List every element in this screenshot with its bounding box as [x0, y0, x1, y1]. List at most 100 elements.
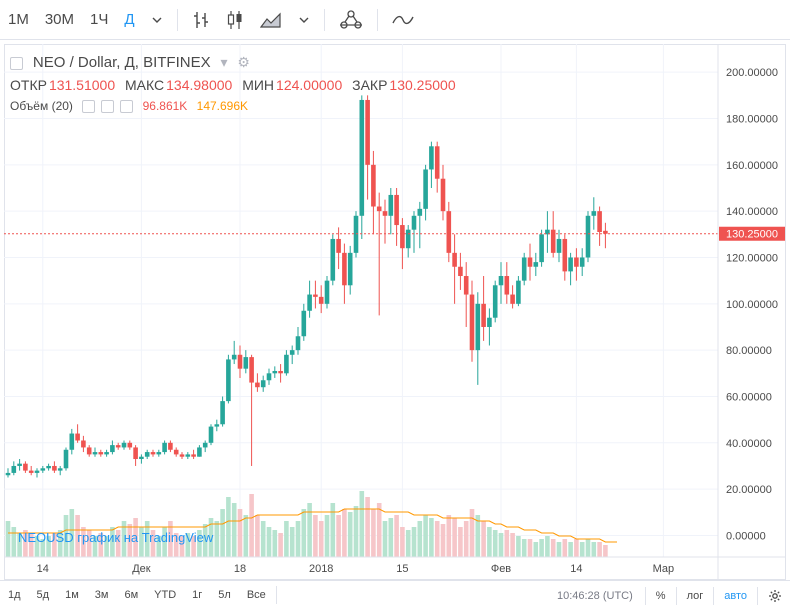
candle-body	[411, 215, 417, 230]
price-tick-label: 60.00000	[726, 391, 772, 403]
volume-bar	[411, 527, 417, 557]
volume-bar	[458, 527, 463, 557]
candle-body	[539, 234, 544, 263]
clock-time: 10:46:28 (UTC)	[556, 589, 633, 602]
auto-scale-button[interactable]: авто	[724, 589, 747, 602]
candle-body	[133, 447, 138, 460]
candle-body	[301, 310, 307, 337]
candle-body	[562, 238, 568, 272]
bottom-divider	[675, 586, 677, 605]
volume-bar	[481, 521, 486, 557]
candle-body	[220, 401, 225, 425]
time-tick-label: 2018	[309, 563, 333, 575]
range-1m-button[interactable]: 1м	[65, 589, 79, 601]
candle-body	[11, 465, 17, 473]
volume-bar	[521, 539, 527, 557]
volume-bar	[139, 527, 144, 557]
interval-1m-button[interactable]: 1М	[8, 11, 29, 28]
range-5y-button[interactable]: 5л	[218, 589, 231, 601]
tradingview-watermark[interactable]: NEOUSD график на TradingView	[18, 530, 214, 545]
range-5d-button[interactable]: 5д	[36, 589, 50, 601]
last-price-label: 130.25000	[726, 229, 778, 241]
volume-bar	[69, 509, 75, 557]
chart-style-chevron-icon[interactable]	[290, 0, 318, 40]
candle-body	[255, 382, 260, 388]
volume-visibility-icon[interactable]	[82, 100, 96, 114]
symbol-settings-icon[interactable]: ⚙	[237, 54, 250, 70]
volume-remove-icon[interactable]	[120, 100, 134, 114]
volume-bar	[376, 503, 382, 557]
volume-bar	[23, 530, 28, 557]
area-style-icon[interactable]	[252, 0, 290, 40]
candle-body	[104, 452, 109, 455]
volume-bar	[382, 521, 388, 557]
bars-style-icon[interactable]	[184, 0, 218, 40]
volume-bar	[295, 521, 301, 557]
range-1d-button[interactable]: 1д	[8, 589, 21, 601]
candle-body	[92, 452, 98, 455]
candle-body	[208, 426, 214, 443]
candle-body	[249, 357, 254, 383]
price-tick-label: 0.00000	[726, 530, 766, 542]
volume-value: 96.861K	[142, 99, 188, 113]
candle-body	[127, 442, 133, 448]
log-scale-button[interactable]: лог	[686, 589, 704, 602]
volume-bar	[394, 515, 399, 557]
volume-bar	[342, 509, 347, 557]
range-3m-button[interactable]: 3м	[94, 589, 109, 601]
volume-bar	[110, 527, 115, 557]
volume-bar	[28, 533, 34, 557]
candle-body	[284, 354, 289, 374]
volume-bar	[510, 533, 515, 557]
collapse-legend-icon[interactable]	[10, 56, 23, 70]
candle-body	[429, 146, 434, 170]
toolbar-divider	[323, 8, 325, 31]
candle-body	[463, 276, 469, 295]
candle-body	[318, 296, 324, 304]
volume-bar	[52, 533, 57, 557]
range-all-button[interactable]: Все	[246, 589, 266, 601]
candle-body	[382, 211, 388, 216]
indicators-icon[interactable]	[331, 0, 371, 40]
price-tick-label: 160.00000	[726, 160, 778, 172]
symbol-menu-chevron-icon[interactable]: ▾	[220, 54, 228, 70]
interval-30m-button[interactable]: 30М	[44, 11, 75, 28]
volume-bar	[243, 515, 249, 557]
candle-body	[342, 252, 347, 286]
volume-bar	[46, 536, 51, 557]
price-chart[interactable]: 0.00000 20.00000 40.00000 60.00000 80.00000 1…	[4, 44, 786, 580]
range-ytd-button[interactable]: YTD	[154, 589, 177, 601]
volume-bar	[104, 536, 109, 557]
chart-settings-gear-icon[interactable]	[760, 581, 790, 610]
volume-bars	[5, 491, 608, 557]
candle-body	[336, 238, 341, 253]
candle-body	[28, 470, 34, 473]
volume-bar	[487, 527, 492, 557]
candle-body	[504, 276, 510, 295]
volume-bar	[40, 539, 46, 557]
percent-scale-button[interactable]: %	[655, 589, 666, 602]
interval-menu-chevron-icon[interactable]	[143, 0, 171, 40]
volume-legend: Объём (20) 96.861K 147.696K	[10, 99, 254, 114]
candle-body	[17, 463, 22, 466]
compare-icon[interactable]	[384, 0, 422, 40]
candle-body	[492, 285, 498, 318]
candles-style-icon[interactable]	[218, 0, 252, 40]
candle-body	[75, 433, 80, 441]
top-toolbar: 1М 30М 1Ч Д	[0, 0, 790, 40]
volume-bar	[475, 515, 481, 557]
candle-body	[289, 350, 295, 355]
range-6m-button[interactable]: 6м	[124, 589, 139, 601]
volume-bar	[75, 515, 80, 557]
volume-bar	[597, 542, 602, 557]
range-1y-button[interactable]: 1г	[192, 589, 203, 601]
candle-body	[226, 359, 231, 402]
bottom-divider	[275, 586, 277, 604]
volume-bar	[144, 521, 150, 557]
volume-settings-icon[interactable]	[101, 100, 115, 114]
candle-body	[63, 449, 69, 469]
volume-bar	[504, 530, 510, 557]
volume-bar	[492, 530, 498, 557]
interval-1h-button[interactable]: 1Ч	[90, 11, 109, 28]
interval-day-button[interactable]: Д	[124, 11, 135, 28]
